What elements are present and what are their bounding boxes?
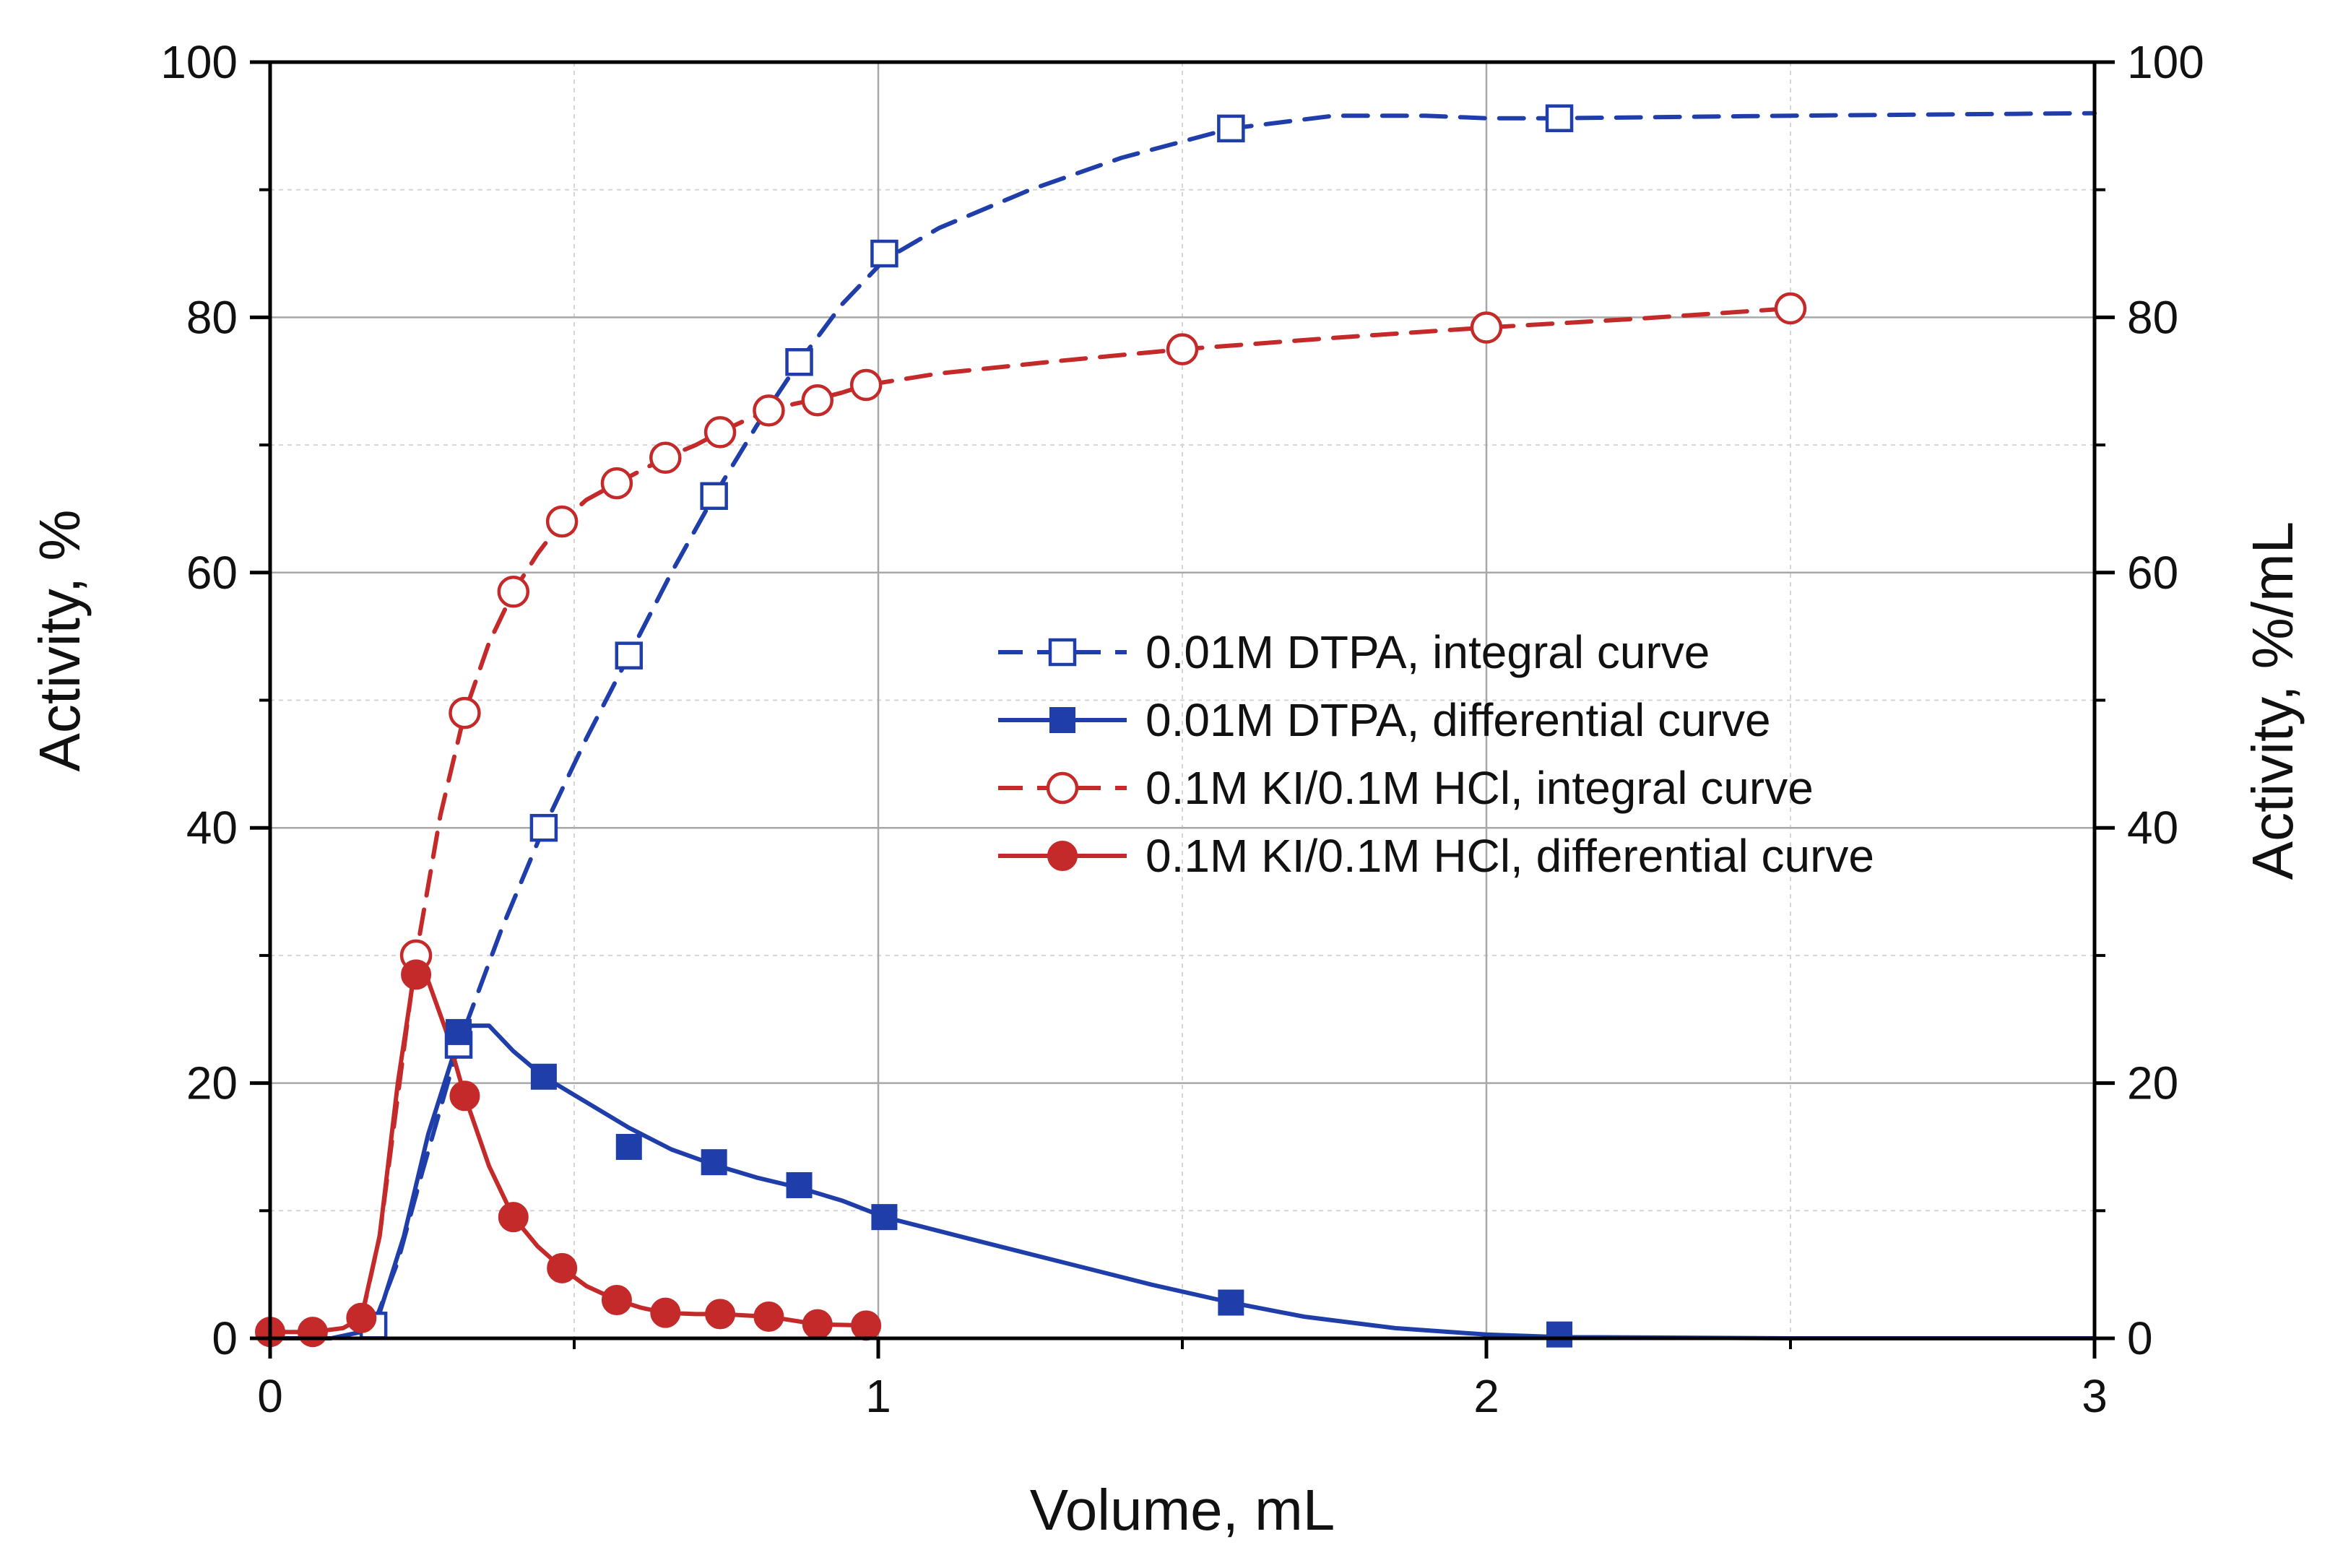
data-point-3 [705, 1299, 736, 1330]
y-tick-label-right: 100 [2127, 36, 2204, 88]
x-tick-label: 3 [2082, 1370, 2108, 1422]
y-tick-label-left: 60 [186, 547, 238, 599]
data-point-2 [703, 416, 737, 449]
grid-layer [270, 62, 2095, 1338]
legend-marker-1 [1049, 707, 1075, 733]
data-point-1 [1546, 1321, 1573, 1348]
y-tick-label-right: 0 [2127, 1312, 2153, 1364]
y-tick-label-right: 40 [2127, 802, 2178, 854]
y-axis-title-right: Activity, %/mL [2240, 521, 2305, 880]
data-point-3 [547, 1252, 578, 1283]
data-point-2 [801, 384, 834, 417]
data-point-3 [802, 1309, 833, 1340]
x-tick-label: 1 [865, 1370, 891, 1422]
y-axis-title-left: Activity, % [27, 509, 92, 771]
data-point-2 [449, 696, 481, 729]
data-point-2 [497, 576, 530, 608]
data-point-3 [449, 1080, 480, 1112]
data-point-3 [851, 1310, 882, 1341]
x-tick-label: 2 [1473, 1370, 1499, 1422]
data-point-3 [346, 1302, 377, 1333]
legend-label-0: 0.01M DTPA, integral curve [1145, 626, 1710, 678]
y-tick-label-left: 0 [212, 1312, 238, 1364]
data-point-1 [446, 1018, 472, 1045]
data-point-0 [700, 482, 728, 511]
data-point-0 [615, 641, 644, 670]
legend-label-1: 0.01M DTPA, differential curve [1145, 694, 1771, 746]
legend-layer: 0.01M DTPA, integral curve 0.01M DTPA, di… [998, 626, 1874, 882]
y-tick-label-right: 20 [2127, 1057, 2178, 1109]
data-point-1 [530, 1063, 557, 1090]
data-point-3 [753, 1301, 784, 1332]
series-layer [255, 104, 2097, 1348]
y-tick-label-right: 60 [2127, 547, 2178, 599]
data-point-1 [786, 1171, 813, 1198]
data-point-1 [871, 1204, 898, 1231]
legend-marker-3 [1047, 841, 1078, 871]
y-tick-label-left: 40 [186, 802, 238, 854]
legend-label-3: 0.1M KI/0.1M HCl, differential curve [1145, 830, 1874, 882]
x-tick-label: 0 [257, 1370, 283, 1422]
data-point-2 [600, 467, 633, 500]
series-line-2 [359, 306, 1793, 1322]
y-tick-label-left: 20 [186, 1057, 238, 1109]
x-axis-title: Volume, mL [1030, 1478, 1335, 1542]
data-point-0 [1217, 114, 1245, 143]
y-tick-label-left: 100 [160, 36, 238, 88]
data-point-3 [498, 1202, 529, 1233]
data-point-1 [1218, 1289, 1244, 1316]
data-point-2 [849, 368, 883, 402]
data-point-3 [601, 1284, 632, 1315]
data-point-2 [753, 394, 785, 427]
data-point-3 [401, 959, 432, 990]
data-point-2 [545, 505, 579, 538]
data-point-0 [529, 813, 558, 842]
legend-marker-2 [1046, 771, 1079, 805]
data-point-0 [1545, 104, 1574, 132]
data-point-2 [649, 441, 682, 475]
data-point-1 [701, 1149, 727, 1176]
y-tick-label-right: 80 [2127, 291, 2178, 343]
y-tick-label-left: 80 [186, 291, 238, 343]
data-point-2 [1774, 292, 1807, 325]
data-point-3 [297, 1317, 328, 1348]
data-point-0 [785, 347, 813, 376]
legend-label-2: 0.1M KI/0.1M HCl, integral curve [1145, 762, 1814, 814]
data-point-0 [870, 239, 898, 268]
data-point-2 [1470, 311, 1503, 344]
series-line-0 [371, 111, 2097, 1328]
legend-marker-0 [1048, 638, 1077, 667]
data-point-1 [615, 1133, 642, 1160]
data-point-3 [650, 1297, 681, 1328]
data-point-2 [1166, 333, 1199, 365]
